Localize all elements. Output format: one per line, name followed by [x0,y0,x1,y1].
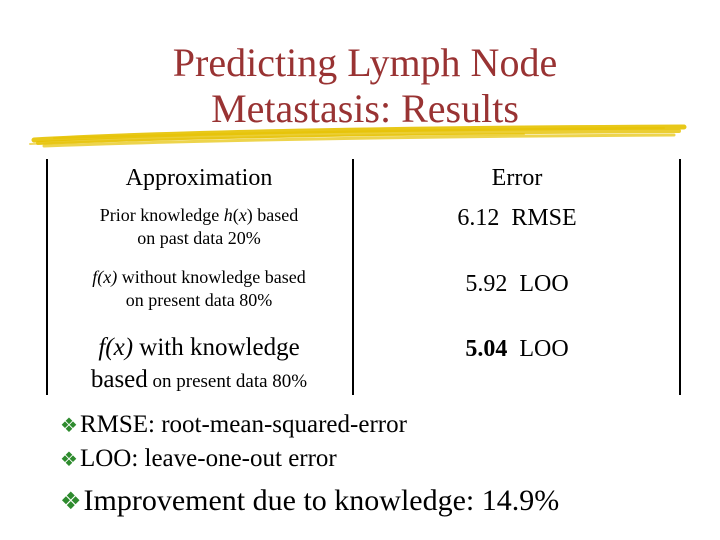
table-row-prior-error: 6.12 RMSE [457,205,577,231]
table-row-without-knowledge-error: 5.92 LOO [465,271,569,297]
title-underline-decoration [29,124,687,148]
table-row-prior-approximation: Prior knowledge h(x) based on past data … [99,205,299,248]
table-column-divider [352,159,354,395]
bullet-item-rmse: ❖ RMSE: root-mean-squared-error [60,408,559,442]
bullet-item-loo: ❖ LOO: leave-one-out error [60,442,559,476]
header-approximation: Approximation [125,165,273,191]
diamond-bullet-icon: ❖ [60,447,78,471]
header-error: Error [491,165,543,191]
slide-title: Predicting Lymph Node Metastasis: Result… [0,40,720,132]
table-row-with-knowledge-error: 5.04 LOO [465,336,569,362]
bullet-item-improvement: ❖ Improvement due to knowledge: 14.9% [60,484,560,517]
slide-title-line2: Metastasis: Results [211,86,519,131]
table-right-border [679,159,681,395]
table-row-without-knowledge-approximation: f(x) without knowledge based on present … [92,267,306,310]
table-left-border [46,159,48,395]
diamond-bullet-icon: ❖ [60,413,78,437]
bullet-list: ❖ RMSE: root-mean-squared-error ❖ LOO: l… [60,408,559,518]
slide-title-line1: Predicting Lymph Node [172,40,558,85]
table-row-with-knowledge-approximation: f(x) with knowledge based on present dat… [90,334,308,393]
diamond-bullet-icon: ❖ [60,487,82,515]
results-table: Approximation Error Prior knowledge h(x)… [46,155,682,398]
